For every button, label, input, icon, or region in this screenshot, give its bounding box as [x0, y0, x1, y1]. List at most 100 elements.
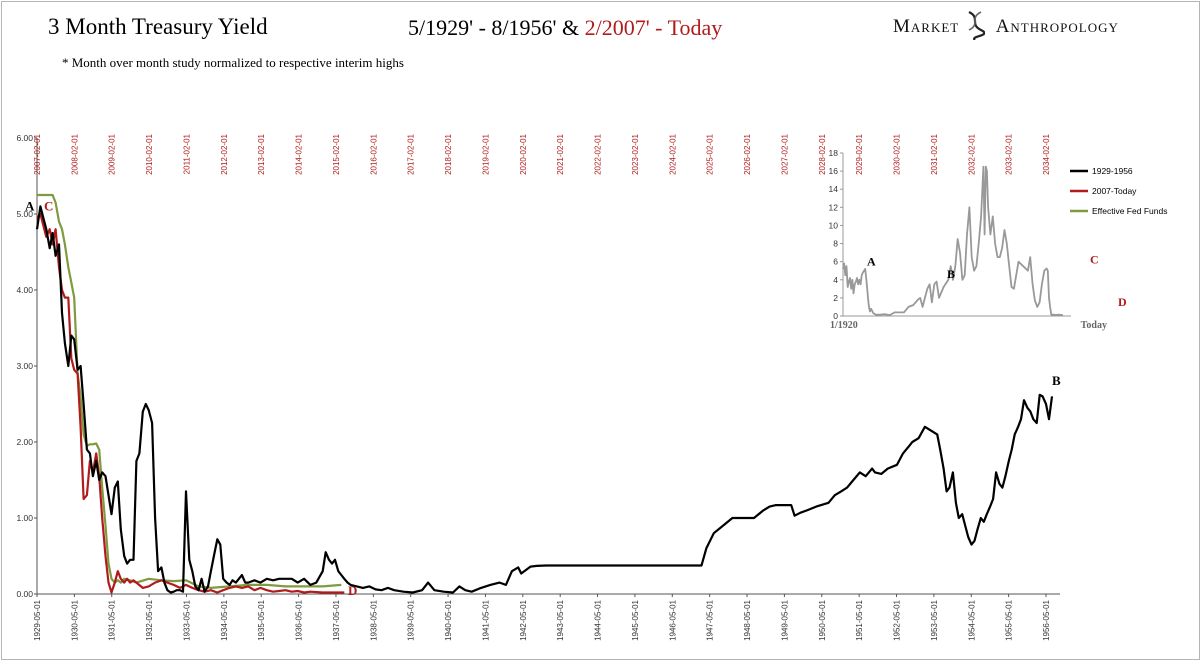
subtitle-black-part: 5/1929' - 8/1956' &	[408, 15, 580, 40]
subtitle-red-part: 2/2007' - Today	[584, 15, 723, 40]
x-bottom-tick-label: 1954-05-01	[967, 599, 976, 640]
x-top-tick-label: 2022-02-01	[594, 133, 603, 174]
x-bottom-tick-label: 1943-05-01	[556, 599, 565, 640]
dna-helix-icon	[965, 10, 991, 41]
y-tick-label: 3.00	[16, 361, 33, 371]
inset-annotation-label: A	[867, 254, 876, 268]
x-bottom-tick-label: 1934-05-01	[220, 599, 229, 640]
x-bottom-tick-label: 1953-05-01	[930, 599, 939, 640]
y-tick-label: 5.00	[16, 209, 33, 219]
x-bottom-tick-label: 1940-05-01	[444, 599, 453, 640]
x-bottom-tick-label: 1938-05-01	[369, 599, 378, 640]
x-top-tick-label: 2012-02-01	[220, 133, 229, 174]
page-title: 3 Month Treasury Yield	[48, 14, 268, 39]
x-bottom-tick-label: 1936-05-01	[295, 599, 304, 640]
legend-label: 2007-Today	[1092, 186, 1137, 196]
x-top-tick-label: 2009-02-01	[108, 133, 117, 174]
x-top-tick-label: 2031-02-01	[930, 133, 939, 174]
x-top-tick-label: 2010-02-01	[145, 133, 154, 174]
y-tick-label: 1.00	[16, 513, 33, 523]
x-top-tick-label: 2032-02-01	[967, 133, 976, 174]
x-bottom-tick-label: 1946-05-01	[668, 599, 677, 640]
inset-y-tick-label: 12	[829, 202, 839, 212]
x-bottom-tick-label: 1941-05-01	[481, 599, 490, 640]
series-line-1929-1956	[35, 205, 1054, 594]
x-top-tick-label: 2007-02-01	[33, 133, 42, 174]
x-top-tick-label: 2013-02-01	[257, 133, 266, 174]
x-top-tick-label: 2018-02-01	[444, 133, 453, 174]
x-top-tick-label: 2019-02-01	[481, 133, 490, 174]
inset-y-tick-label: 2	[833, 293, 838, 303]
inset-y-tick-label: 10	[829, 220, 839, 230]
x-top-tick-label: 2033-02-01	[1005, 133, 1014, 174]
x-top-tick-label: 2027-02-01	[780, 133, 789, 174]
brand-logo: Market Anthropology	[893, 10, 1119, 41]
series-line-2007-today	[36, 212, 345, 594]
x-top-tick-label: 2034-02-01	[1042, 133, 1051, 174]
x-bottom-tick-label: 1935-05-01	[257, 599, 266, 640]
inset-series-line	[842, 165, 1064, 316]
x-top-tick-label: 2030-02-01	[893, 133, 902, 174]
x-bottom-tick-label: 1931-05-01	[108, 599, 117, 640]
inset-end-label: Today	[1081, 320, 1107, 331]
inset-y-tick-label: 4	[833, 275, 838, 285]
x-bottom-tick-label: 1955-05-01	[1005, 599, 1014, 640]
x-bottom-tick-label: 1929-05-01	[33, 599, 42, 640]
annotation-label: B	[1052, 373, 1061, 388]
inset-y-tick-label: 0	[833, 311, 838, 321]
inset-y-tick-label: 6	[833, 257, 838, 267]
x-bottom-tick-label: 1956-05-01	[1042, 599, 1051, 640]
annotation-label: D	[348, 583, 357, 598]
x-bottom-tick-label: 1942-05-01	[519, 599, 528, 640]
legend-label: 1929-1956	[1092, 166, 1133, 176]
brand-right-text: Anthropology	[995, 16, 1119, 37]
x-bottom-tick-label: 1939-05-01	[407, 599, 416, 640]
inset-start-label: 1/1920	[830, 320, 858, 331]
inset-y-tick-label: 14	[829, 184, 839, 194]
legend-label: Effective Fed Funds	[1092, 206, 1167, 216]
x-top-tick-label: 2023-02-01	[631, 133, 640, 174]
x-top-tick-label: 2021-02-01	[556, 133, 565, 174]
x-top-tick-label: 2011-02-01	[182, 133, 191, 174]
x-bottom-tick-label: 1933-05-01	[182, 599, 191, 640]
chart-subtitle: 5/1929' - 8/1956' & 2/2007' - Today	[408, 15, 722, 41]
x-bottom-tick-label: 1951-05-01	[855, 599, 864, 640]
inset-y-tick-label: 16	[829, 166, 839, 176]
x-top-tick-label: 2028-02-01	[818, 133, 827, 174]
x-bottom-tick-label: 1930-05-01	[70, 599, 79, 640]
x-bottom-tick-label: 1945-05-01	[631, 599, 640, 640]
annotation-label: C	[44, 198, 53, 213]
series-line-effective-fed-funds	[37, 193, 342, 589]
annotation-label: A	[25, 198, 35, 213]
x-bottom-tick-label: 1947-05-01	[706, 599, 715, 640]
brand-left-text: Market	[893, 16, 960, 37]
x-top-tick-label: 2008-02-01	[70, 133, 79, 174]
y-tick-label: 0.00	[16, 589, 33, 599]
inset-annotation-label: B	[947, 267, 955, 281]
x-top-tick-label: 2029-02-01	[855, 133, 864, 174]
x-bottom-tick-label: 1937-05-01	[332, 599, 341, 640]
x-bottom-tick-label: 1952-05-01	[893, 599, 902, 640]
inset-y-tick-label: 18	[829, 148, 839, 158]
x-top-tick-label: 2025-02-01	[706, 133, 715, 174]
x-bottom-tick-label: 1950-05-01	[818, 599, 827, 640]
x-top-tick-label: 2014-02-01	[295, 133, 304, 174]
x-top-tick-label: 2016-02-01	[369, 133, 378, 174]
x-top-tick-label: 2026-02-01	[743, 133, 752, 174]
y-tick-label: 4.00	[16, 285, 33, 295]
x-bottom-tick-label: 1948-05-01	[743, 599, 752, 640]
x-bottom-tick-label: 1944-05-01	[594, 599, 603, 640]
inset-annotation-label: C	[1090, 252, 1099, 266]
x-bottom-tick-label: 1949-05-01	[780, 599, 789, 640]
y-tick-label: 6.00	[16, 133, 33, 143]
chart-note: * Month over month study normalized to r…	[62, 55, 404, 70]
inset-annotation-label: D	[1118, 295, 1127, 309]
x-bottom-tick-label: 1932-05-01	[145, 599, 154, 640]
inset-y-tick-label: 8	[833, 239, 838, 249]
x-top-tick-label: 2024-02-01	[668, 133, 677, 174]
x-top-tick-label: 2020-02-01	[519, 133, 528, 174]
y-tick-label: 2.00	[16, 437, 33, 447]
x-top-tick-label: 2017-02-01	[407, 133, 416, 174]
